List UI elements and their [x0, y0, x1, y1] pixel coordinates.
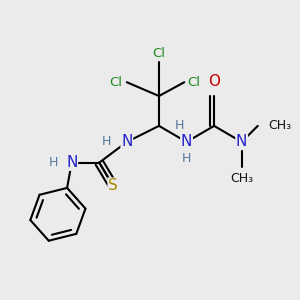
- Text: N: N: [66, 155, 77, 170]
- Text: H: H: [175, 119, 184, 132]
- Text: S: S: [108, 178, 118, 193]
- Text: CH₃: CH₃: [268, 119, 291, 132]
- Text: CH₃: CH₃: [230, 172, 253, 185]
- Text: O: O: [208, 74, 220, 89]
- Text: Cl: Cl: [152, 47, 166, 60]
- Text: N: N: [181, 134, 192, 149]
- Text: H: H: [182, 152, 191, 164]
- Text: H: H: [101, 136, 111, 148]
- Text: Cl: Cl: [188, 76, 201, 89]
- Text: N: N: [121, 134, 133, 149]
- Text: H: H: [49, 156, 58, 169]
- Text: N: N: [236, 134, 248, 149]
- Text: Cl: Cl: [109, 76, 122, 89]
